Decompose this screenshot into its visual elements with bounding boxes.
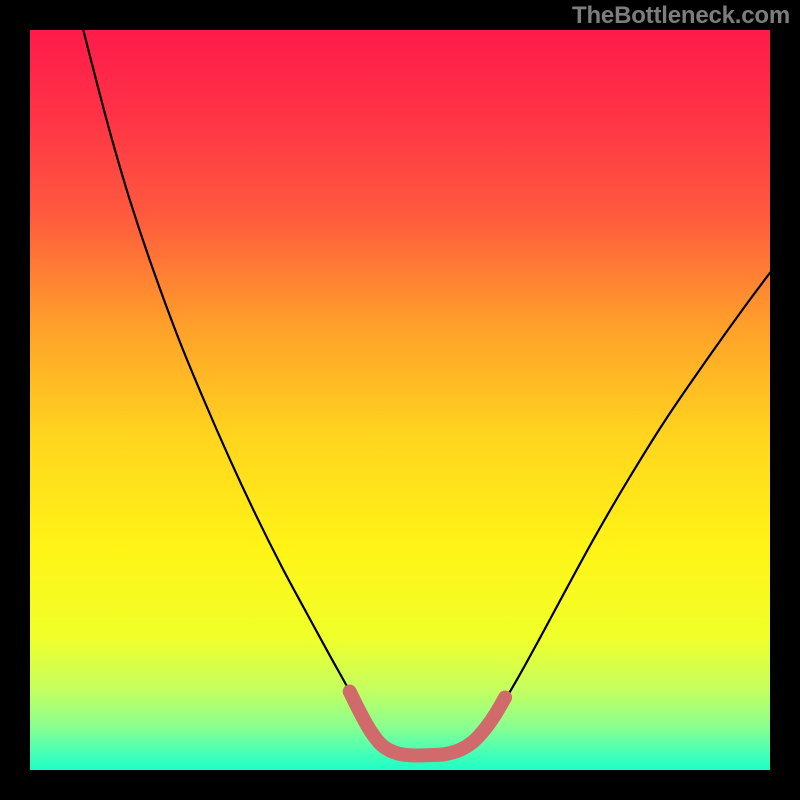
bottleneck-chart — [0, 0, 800, 800]
plot-background — [30, 30, 770, 770]
